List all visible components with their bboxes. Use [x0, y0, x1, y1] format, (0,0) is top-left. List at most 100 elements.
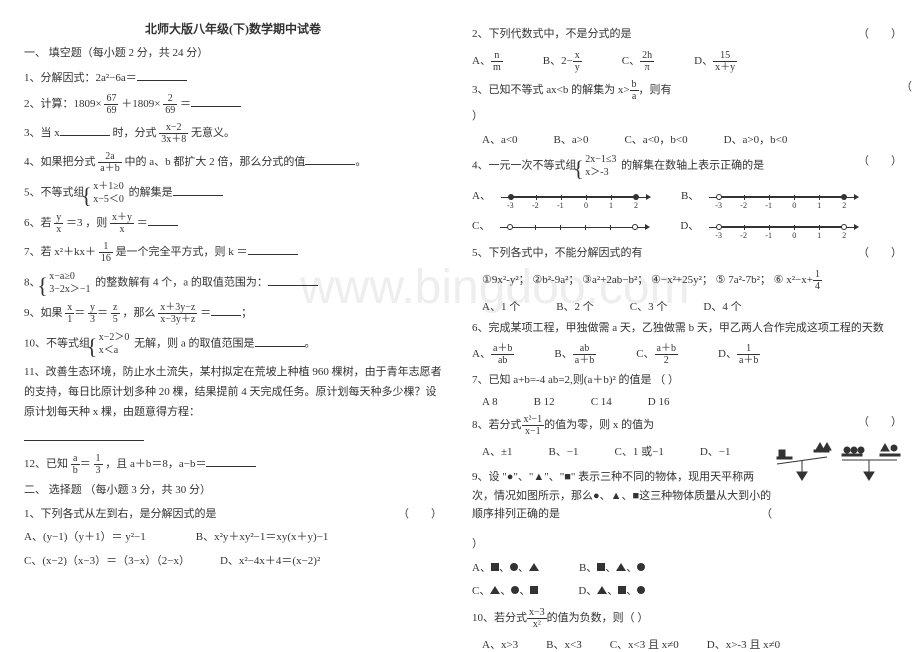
- frac-xyz: x＋3y−zx−3y＋z: [158, 302, 197, 325]
- c6b: B、aba＋b: [554, 343, 596, 366]
- blank: [255, 335, 305, 347]
- c2b: B、2−xy: [543, 50, 582, 73]
- q7b: 是一个完全平方式，则 k ＝: [116, 246, 248, 258]
- q9: 9、如果 x1＝ y3＝ z5 ，那么 x＋3y−zx−3y＋z ＝；: [24, 302, 442, 325]
- c7q: 7、已知 a+b=-4 ab=2,则(a＋b)² 的值是 （ ）: [472, 372, 902, 390]
- q3: 3、当 x 时，分式 x−23x＋8 无意义。: [24, 122, 442, 145]
- c7opts: A 8B 12C 14D 16: [482, 396, 902, 408]
- c10q: 10、若分式x−3x²的值为负数，则（ ）: [472, 607, 902, 630]
- numline-a: -3 -2 -1 0 1 2: [501, 185, 651, 209]
- frac-116: 116: [99, 241, 113, 264]
- c9paren: ）: [472, 536, 902, 554]
- frac-2a-ab: 2aa＋b: [98, 151, 121, 174]
- lblB: B、: [681, 188, 699, 206]
- blank: [305, 153, 355, 165]
- blank: [148, 214, 178, 226]
- c5list: ①9x²-y²； ②b²-9a²； ③a²+2ab−b²； ④−x²+25y²；…: [472, 269, 902, 292]
- numline-d: -3 -2 -1 0 1 2: [709, 215, 859, 239]
- q4a: 4、如果把分式: [24, 156, 96, 168]
- blank: [248, 243, 298, 255]
- c1ab: A、(y−1)（y＋1）＝ y²−1B、x²y＋xy²−1＝xy(x＋y)−1: [24, 529, 442, 547]
- c2opts: A、nm B、2−xy C、2hπ D、15x＋y: [472, 50, 902, 73]
- section2-header: 二、 选择题 （每小题 3 分，共 30 分）: [24, 482, 442, 500]
- lblC: C、: [472, 218, 490, 236]
- brace-q10: x−2＞0x＜a: [95, 331, 130, 357]
- c1cd: C、(x−2)（x−3）＝（3−x）（2−x）D、x²−4x＋4＝(x−2)²: [24, 553, 442, 571]
- q3a: 3、当 x: [24, 127, 60, 139]
- blank: [24, 429, 144, 441]
- q6: 6、若 yx ＝3 ，则 x＋yx ＝: [24, 212, 442, 235]
- q3b: 时，分式: [113, 127, 157, 139]
- q10b: 无解，则 a 的取值范围是: [134, 338, 254, 350]
- q2: 2、计算：1809× 6769 ＋1809× 269 ＝: [24, 93, 442, 116]
- q1: 1、分解因式：2a²−6a＝: [24, 69, 442, 88]
- c3paren: ）: [472, 108, 902, 126]
- right-column: 2、下列代数式中，不是分式的是（ ） A、nm B、2−xy C、2hπ D、1…: [460, 0, 920, 650]
- blank: [206, 455, 256, 467]
- frac-269: 269: [163, 93, 177, 116]
- c1q: 1、下列各式从左到右，是分解因式的是（ ）: [24, 506, 442, 524]
- frac-x2: x−23x＋8: [159, 122, 188, 145]
- frac-yx: yx: [54, 212, 63, 235]
- q9b: ，那么: [123, 307, 156, 319]
- c9q: 9、设 "●"、"▲"、"■" 表示三种不同的物体，现用天平称两次，情况如图所示…: [472, 468, 772, 524]
- brace-c4: 2x−1≤3x＞-3: [581, 153, 616, 179]
- c2d: D、15x＋y: [694, 50, 737, 73]
- page: 北师大版八年级(下)数学期中试卷 一、 填空题（每小题 2 分，共 24 分） …: [0, 0, 920, 650]
- frac-x1: x1: [65, 302, 74, 325]
- paren: （ ）: [858, 245, 902, 263]
- c6a: A、a＋bab: [472, 343, 514, 366]
- frac-xyx: x＋yx: [110, 212, 134, 235]
- q7: 7、若 x²＋kx＋ 116 是一个完全平方式，则 k ＝: [24, 241, 442, 264]
- q4b: 中的 a、b 都扩大 2 倍，那么分式的值: [124, 156, 305, 168]
- q2c: ＝: [180, 98, 191, 110]
- q12a: 12、已知: [24, 458, 68, 470]
- q5: 5、不等式组 x＋1≥0x−5＜0 的解集是: [24, 180, 442, 206]
- q9a: 9、如果: [24, 307, 63, 319]
- q12: 12、已知 ab＝ 13 ，且 a＋b＝8，a−b＝: [24, 453, 442, 476]
- c8q: 8、若分式x²−1x−1的值为零，则 x 的值为（ ）: [472, 414, 902, 437]
- c5q: 5、下列各式中，不能分解因式的有（ ）: [472, 245, 902, 263]
- c9d: D、、、: [578, 583, 645, 601]
- lblD: D、: [680, 218, 699, 236]
- blank: [268, 274, 318, 286]
- q5b: 的解集是: [129, 187, 173, 199]
- c9ab: A、、、 B、、、: [472, 560, 902, 578]
- c6q: 6、完成某项工程，甲独做需 a 天，乙独做需 b 天，甲乙两人合作完成这项工程的…: [472, 320, 902, 338]
- q3c: 无意义。: [191, 127, 235, 139]
- numline-b: -3 -2 -1 0 1 2: [709, 185, 859, 209]
- q1-text: 1、分解因式：2a²−6a＝: [24, 72, 137, 84]
- q4: 4、如果把分式 2aa＋b 中的 a、b 都扩大 2 倍，那么分式的值 。: [24, 151, 442, 174]
- c4cd: C、 D、 -3 -2 -1 0 1 2: [472, 215, 902, 239]
- q4c: 。: [355, 156, 366, 168]
- paren: （ ）: [398, 506, 442, 524]
- frac-z5: z5: [111, 302, 120, 325]
- q8b: 的整数解有 4 个，a 的取值范围为：: [95, 277, 268, 289]
- exam-title: 北师大版八年级(下)数学期中试卷: [24, 20, 442, 37]
- lblA: A、: [472, 188, 491, 206]
- q6c: ＝: [137, 217, 148, 229]
- left-column: 北师大版八年级(下)数学期中试卷 一、 填空题（每小题 2 分，共 24 分） …: [0, 0, 460, 650]
- c3q: 3、已知不等式 ax<b 的解集为 x>ba，则有（: [472, 79, 902, 102]
- q2b: ＋1809×: [121, 98, 160, 110]
- c5opts: A、1 个B、2 个C、3 个D、4 个: [482, 298, 902, 314]
- brace-q8: x−a≥03−2x＞−1: [45, 270, 90, 296]
- c6c: C、a＋b2: [636, 343, 678, 366]
- section1-header: 一、 填空题（每小题 2 分，共 24 分）: [24, 45, 442, 63]
- c9cd: C、、、 D、、、: [472, 583, 902, 601]
- q11-blank: [24, 429, 442, 448]
- q9c: ＝: [200, 307, 211, 319]
- blank: [211, 304, 241, 316]
- paren: （ ）: [858, 414, 902, 432]
- q10c: 。: [305, 338, 316, 350]
- q6b: ＝3 ，则: [66, 217, 107, 229]
- q8: 8、 x−a≥03−2x＞−1 的整数解有 4 个，a 的取值范围为：: [24, 270, 442, 296]
- c6opts: A、a＋bab B、aba＋b C、a＋b2 D、1a＋b: [472, 343, 902, 366]
- q6a: 6、若: [24, 217, 52, 229]
- paren: （ ）: [858, 153, 902, 171]
- blank: [60, 124, 110, 136]
- c2q: 2、下列代数式中，不是分式的是（ ）: [472, 26, 902, 44]
- c2a: A、nm: [472, 50, 503, 73]
- q11: 11、改善生态环境，防止水土流失，某村拟定在荒坡上种植 960 棵树，由于青年志…: [24, 363, 442, 422]
- blank: [137, 69, 187, 81]
